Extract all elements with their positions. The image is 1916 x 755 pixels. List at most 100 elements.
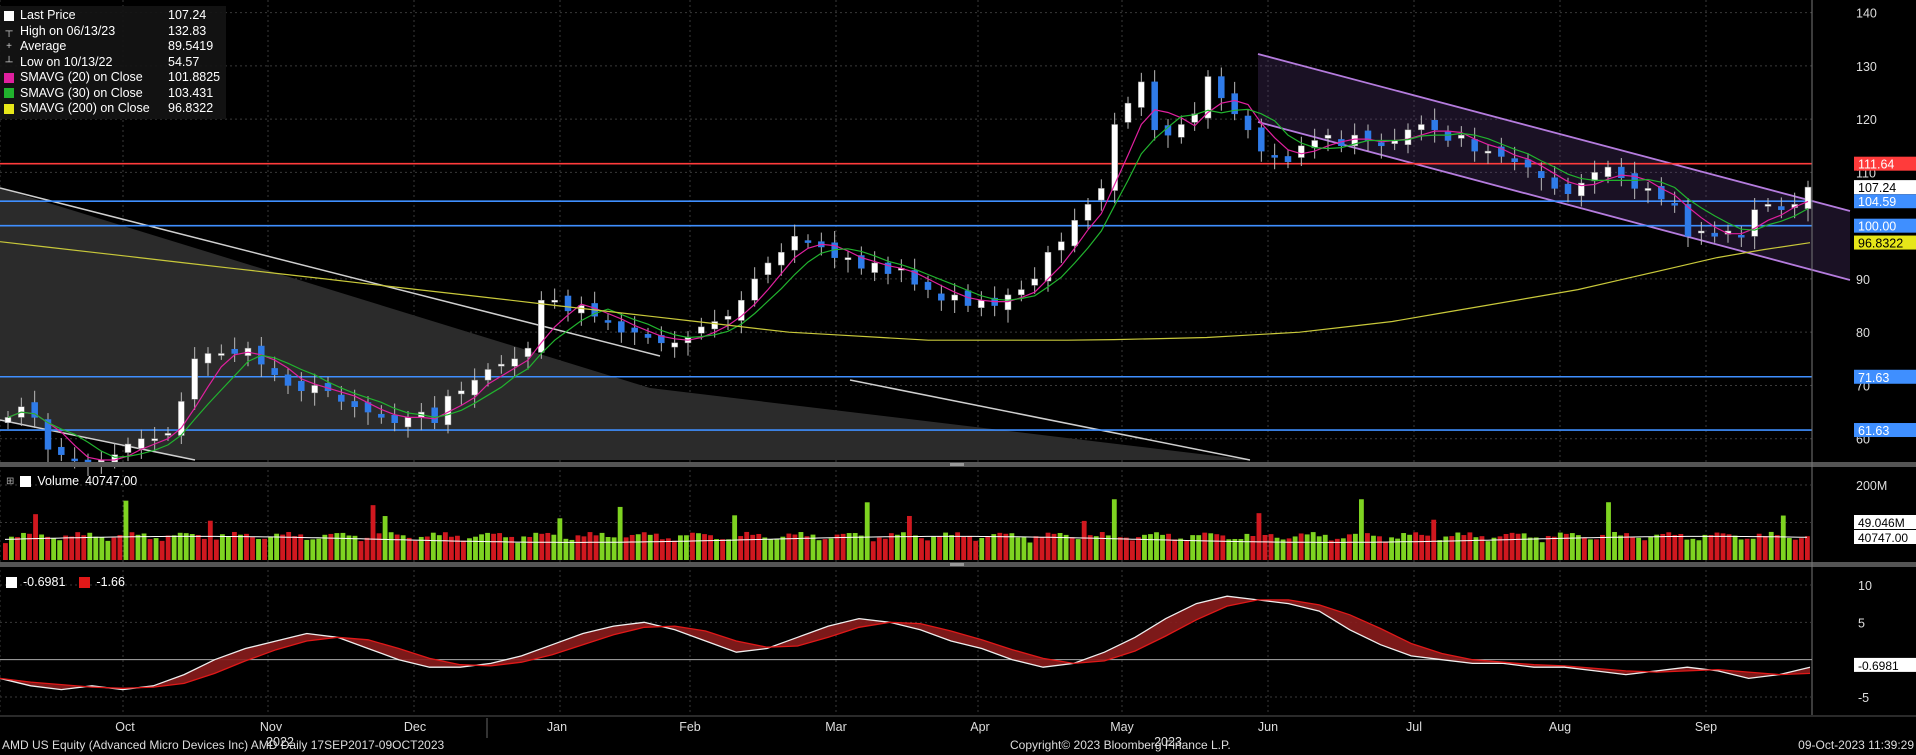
volume-bar xyxy=(1099,532,1105,560)
candle xyxy=(1231,93,1238,115)
candle xyxy=(631,327,638,333)
candle xyxy=(844,257,852,261)
volume-bar xyxy=(129,532,135,560)
volume-bar xyxy=(1178,538,1184,560)
candle xyxy=(138,438,145,449)
candle xyxy=(1244,115,1252,131)
candle xyxy=(1151,81,1158,131)
volume-bar xyxy=(69,536,75,560)
volume-bar xyxy=(1714,532,1720,560)
volume-bar xyxy=(1449,536,1455,560)
volume-bar xyxy=(1075,539,1081,560)
candle xyxy=(884,262,892,274)
volume-bar xyxy=(1774,535,1780,560)
level-tag xyxy=(1854,156,1916,171)
candle xyxy=(44,419,52,450)
candle xyxy=(4,417,12,423)
candle xyxy=(204,353,212,364)
volume-bar xyxy=(1184,540,1190,560)
volume-bar xyxy=(436,535,442,560)
volume-average-line xyxy=(4,535,1808,543)
candle xyxy=(671,342,678,348)
volume-bar xyxy=(1202,532,1208,560)
panel-grip-icon xyxy=(950,463,964,466)
macd-legend: -0.6981 -1.66 xyxy=(6,575,125,589)
volume-bar xyxy=(93,536,99,560)
macd-signal-line xyxy=(0,599,1811,689)
channel-right-upper xyxy=(1257,53,1851,212)
volume-tag-label: 49.046M xyxy=(1858,516,1905,530)
volume-bar xyxy=(27,533,32,560)
volume-tag-label: 40747.00 xyxy=(1858,531,1908,545)
volume-bar xyxy=(804,536,810,560)
candle xyxy=(1324,134,1332,139)
volume-bar xyxy=(690,532,695,560)
macd-tick-label: 5 xyxy=(1858,616,1865,630)
volume-bar xyxy=(111,537,117,560)
candle xyxy=(938,293,945,301)
candle xyxy=(1538,171,1545,178)
smavg200-line xyxy=(0,241,1811,341)
level-tag-label: 100.00 xyxy=(1858,220,1896,234)
legend-label: Low on 10/13/22 xyxy=(20,54,113,69)
candle xyxy=(1258,127,1265,152)
volume-bar xyxy=(1389,537,1394,560)
volume-bar xyxy=(1232,538,1238,560)
volume-bar xyxy=(1575,535,1581,560)
volume-bar xyxy=(1491,537,1497,560)
candle xyxy=(298,380,305,392)
volume-bar xyxy=(810,534,816,560)
legend-value: 101.8825 xyxy=(168,70,221,84)
volume-bar xyxy=(1443,536,1449,560)
volume-bar xyxy=(340,532,346,560)
legend-row: SMAVG (30) on Close 103.431 xyxy=(4,86,220,102)
volume-bar xyxy=(479,534,484,560)
volume-bar xyxy=(967,535,973,560)
volume-bar xyxy=(696,533,701,560)
volume-bar xyxy=(195,535,201,560)
volume-bar xyxy=(1172,539,1177,560)
candle xyxy=(538,299,545,353)
volume-bar xyxy=(430,532,436,560)
volume-bar xyxy=(334,533,340,560)
avg-marker-icon: + xyxy=(6,41,12,52)
volume-bar xyxy=(1105,535,1111,560)
volume-bar xyxy=(1557,532,1563,560)
volume-bar xyxy=(3,543,8,560)
volume-bar xyxy=(1334,538,1340,560)
expand-icon[interactable]: ⊞ xyxy=(6,475,15,487)
volume-bar xyxy=(1497,536,1503,560)
volume-bar xyxy=(1316,536,1322,560)
volume-bar xyxy=(292,536,298,560)
volume-bar xyxy=(605,536,611,560)
volume-bar xyxy=(177,532,183,560)
level-tag-label: 111.64 xyxy=(1858,158,1894,172)
volume-bar xyxy=(274,533,280,560)
channel-left-lower-2 xyxy=(849,379,1251,461)
candle xyxy=(1031,278,1038,286)
volume-bar xyxy=(219,534,225,560)
volume-bar xyxy=(611,537,617,560)
candle xyxy=(1604,166,1612,177)
volume-bar xyxy=(1063,534,1069,560)
volume-bar xyxy=(1015,537,1021,560)
volume-bar xyxy=(641,532,647,560)
candle xyxy=(231,348,238,354)
volume-bar xyxy=(671,540,677,560)
candle xyxy=(124,443,132,453)
volume-bar xyxy=(1274,537,1280,560)
volume-bar xyxy=(1569,533,1575,560)
candle xyxy=(1564,183,1572,194)
legend-row: SMAVG (200) on Close 96.8322 xyxy=(4,101,220,117)
candle xyxy=(1044,252,1052,282)
candle xyxy=(1058,241,1065,251)
volume-bar xyxy=(1383,541,1388,560)
volume-bar xyxy=(105,540,111,560)
volume-bar xyxy=(913,535,918,560)
volume-bar xyxy=(1527,537,1533,560)
volume-bar xyxy=(1588,539,1593,560)
volume-bar xyxy=(1123,537,1129,560)
volume-bar xyxy=(919,538,924,560)
legend-row: Last Price 107.24 xyxy=(4,8,220,24)
volume-bar xyxy=(1756,533,1762,560)
